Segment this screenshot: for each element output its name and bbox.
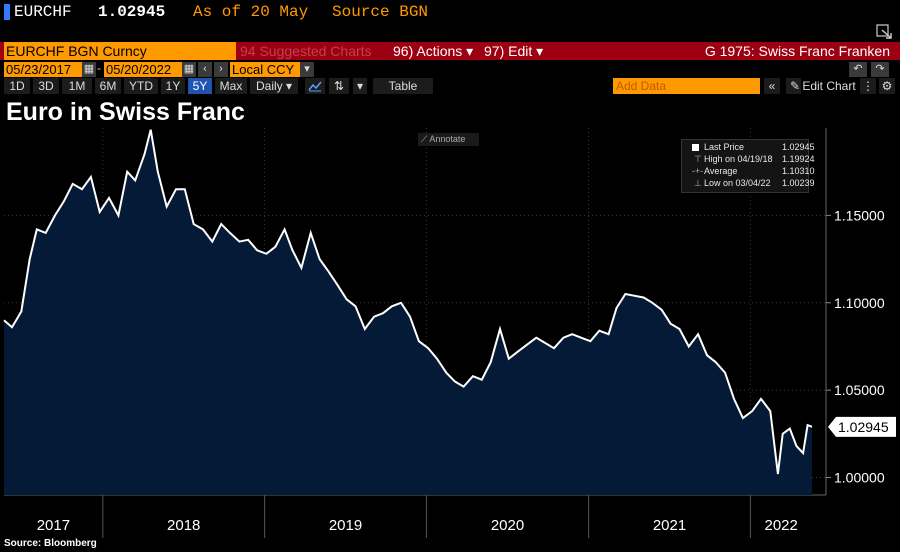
undo-icon[interactable]: ↶ <box>849 62 867 77</box>
redo-icon[interactable]: ↷ <box>871 62 889 77</box>
legend-value-high: 1.19924 <box>782 154 815 164</box>
range-1d[interactable]: 1D <box>4 78 30 94</box>
popout-icon[interactable] <box>876 24 894 40</box>
range-bar: 1D 3D 1M 6M YTD 1Y 5Y Max Daily ▾ ⇅ ▾ Ta… <box>0 78 900 94</box>
range-1y[interactable]: 1Y <box>161 78 185 94</box>
x-tick-label: 2019 <box>329 517 362 534</box>
x-tick-label: 2018 <box>167 517 200 534</box>
y-tick-label: 1.05000 <box>834 382 885 398</box>
legend-row-low: ⊥ Low on 03/04/22 1.00239 <box>686 178 815 189</box>
y-tick-label: 1.15000 <box>834 207 885 223</box>
suggested-charts-button[interactable]: 94 Suggested Charts <box>240 43 372 59</box>
top-bar: EURCHF 1.02945 As of 20 May Source BGN <box>0 0 900 39</box>
start-calendar-icon[interactable]: ▦ <box>82 62 96 77</box>
date-bar: 05/23/2017 ▦ - 05/20/2022 ▦ ‹ › Local CC… <box>0 61 900 77</box>
annotate-button[interactable]: ⟋ Annotate <box>418 133 479 146</box>
settings-icon[interactable]: ⚙ <box>879 78 895 94</box>
chart-type-dropdown-icon[interactable]: ▾ <box>353 78 367 94</box>
y-tick-label: 1.10000 <box>834 295 885 311</box>
last-price-callout <box>828 416 896 437</box>
collapse-icon[interactable]: « <box>764 78 780 94</box>
currency-field[interactable]: Local CCY <box>230 62 310 77</box>
legend-box: Last Price 1.02945 ⊤ High on 04/19/18 1.… <box>681 139 815 193</box>
range-1m[interactable]: 1M <box>62 78 92 94</box>
range-max[interactable]: Max <box>215 78 247 94</box>
legend-label-low: Low on 03/04/22 <box>704 178 771 188</box>
date-separator: - <box>97 61 101 75</box>
range-ytd[interactable]: YTD <box>124 78 158 94</box>
end-date-field[interactable]: 05/20/2022 <box>104 62 182 77</box>
edit-menu[interactable]: 97) Edit ▾ <box>484 43 544 59</box>
next-period-icon[interactable]: › <box>214 62 228 77</box>
ticker-flag <box>4 4 10 20</box>
line-chart-icon[interactable] <box>305 78 325 94</box>
x-tick-label: 2020 <box>491 517 524 534</box>
x-tick-label: 2017 <box>37 517 70 534</box>
legend-value-average: 1.10310 <box>782 166 815 176</box>
y-tick-label: 1.00000 <box>834 470 885 486</box>
last-price-callout-label: 1.02945 <box>838 419 889 435</box>
legend-label-last: Last Price <box>704 142 745 152</box>
legend-value-last: 1.02945 <box>782 142 815 152</box>
legend-row-average: -+- Average 1.10310 <box>686 166 815 177</box>
range-3d[interactable]: 3D <box>33 78 59 94</box>
table-button[interactable]: Table <box>373 78 433 94</box>
x-tick-label: 2021 <box>653 517 686 534</box>
chart-name-label: G 1975: Swiss Franc Franken <box>704 43 890 59</box>
range-6m[interactable]: 6M <box>95 78 121 94</box>
legend-label-high: High on 04/19/18 <box>704 154 773 164</box>
add-data-input[interactable]: Add Data <box>613 78 760 94</box>
annotate-label: Annotate <box>429 134 466 144</box>
command-bar: EURCHF BGN Curncy 94 Suggested Charts 96… <box>0 42 900 60</box>
price-label: 1.02945 <box>98 3 166 21</box>
bar-chart-icon[interactable]: ⇅ <box>329 78 349 94</box>
range-5y[interactable]: 5Y <box>188 78 212 94</box>
as-of-label: As of 20 May <box>193 3 309 21</box>
security-field[interactable]: EURCHF BGN Curncy <box>4 42 236 60</box>
legend-row-last: Last Price 1.02945 <box>686 142 815 153</box>
more-icon[interactable]: ⋮ <box>860 78 876 94</box>
pencil-icon[interactable]: ✎ <box>786 78 804 94</box>
chart-title: Euro in Swiss Franc <box>6 98 245 126</box>
high-marker-icon: ⊤ <box>694 154 702 164</box>
x-tick-label: 2022 <box>765 517 798 534</box>
source-label: Source BGN <box>332 3 429 21</box>
legend-value-low: 1.00239 <box>782 178 815 188</box>
end-calendar-icon[interactable]: ▦ <box>182 62 196 77</box>
legend-label-average: Average <box>704 166 738 176</box>
actions-menu[interactable]: 96) Actions ▾ <box>393 43 474 59</box>
source-footer: Source: Bloomberg <box>4 538 97 549</box>
average-marker-icon: -+- <box>692 166 704 176</box>
low-marker-icon: ⊥ <box>694 178 702 188</box>
legend-row-high: ⊤ High on 04/19/18 1.19924 <box>686 154 815 165</box>
edit-chart-button[interactable]: Edit Chart <box>801 78 857 94</box>
frequency-dropdown[interactable]: Daily ▾ <box>250 78 298 94</box>
last-price-swatch <box>692 144 699 151</box>
annotate-icon: ⟋ <box>421 134 428 144</box>
ticker-label[interactable]: EURCHF <box>14 3 72 21</box>
currency-dropdown-icon[interactable]: ▾ <box>300 62 314 77</box>
start-date-field[interactable]: 05/23/2017 <box>4 62 82 77</box>
prev-period-icon[interactable]: ‹ <box>198 62 212 77</box>
